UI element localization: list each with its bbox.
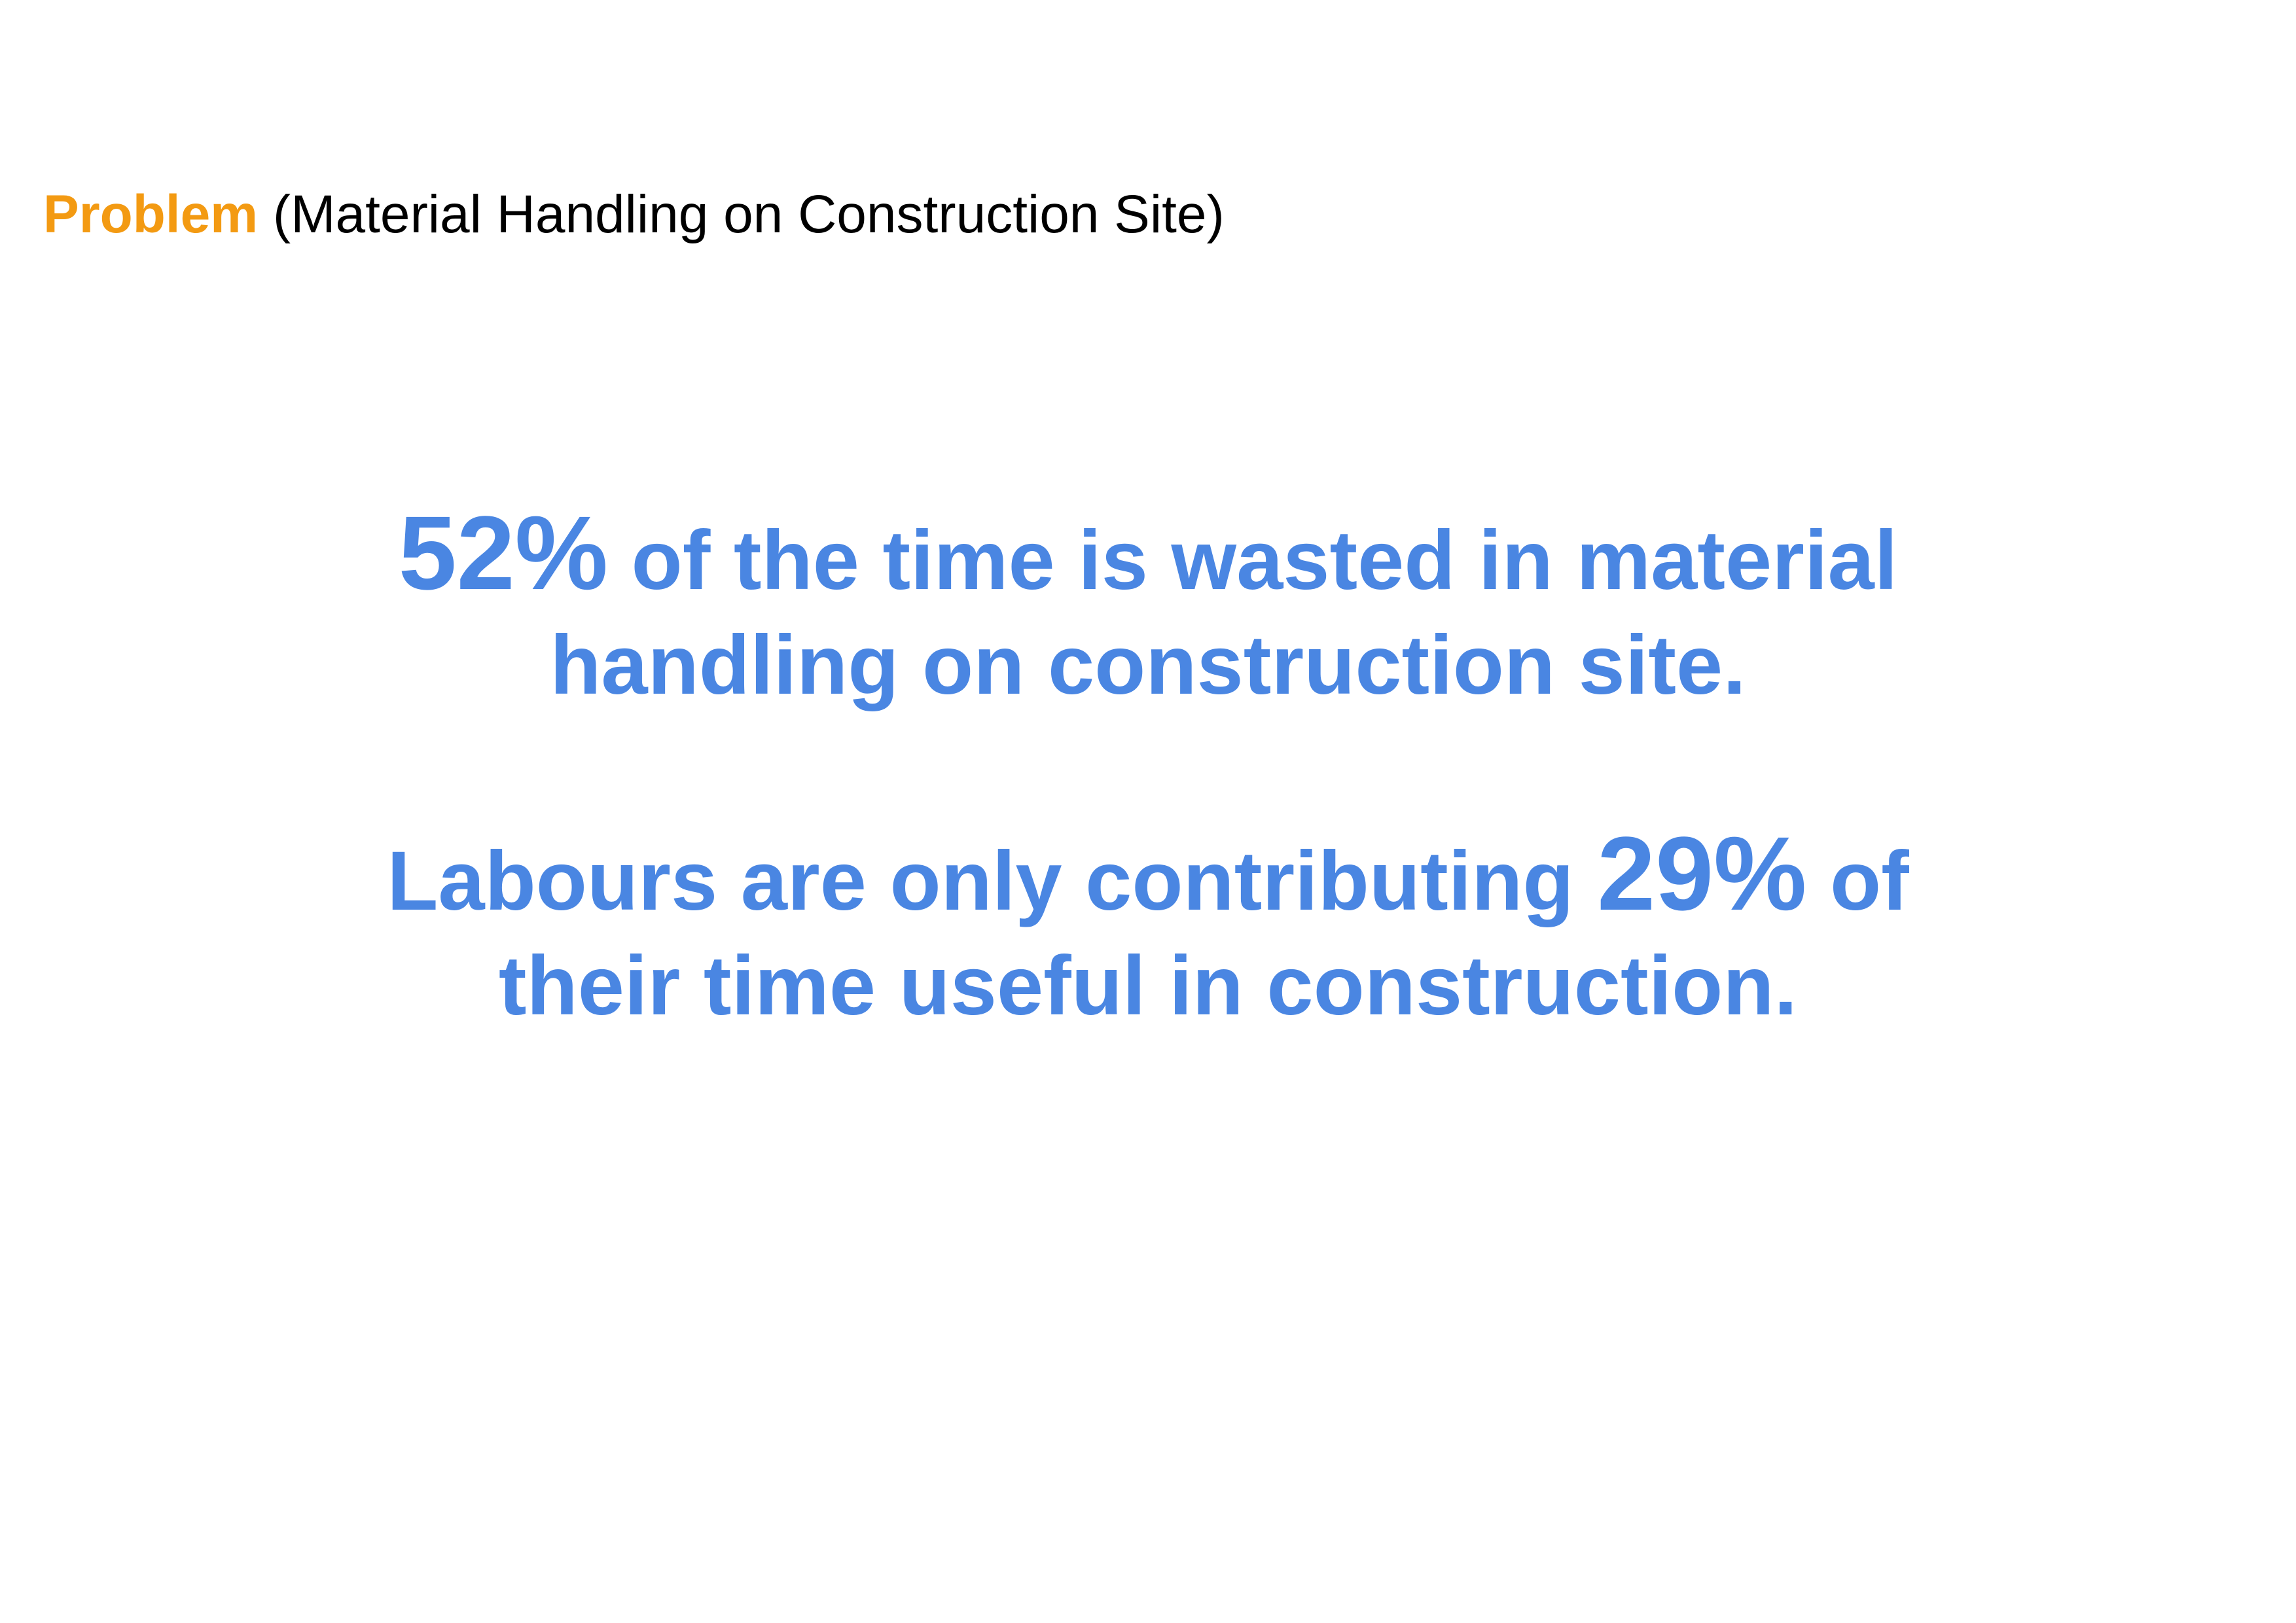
- statement-2-line-1-end: of: [1829, 834, 1909, 928]
- statement-time-wasted: 52% of the time is wasted in material ha…: [0, 501, 2296, 718]
- statement-labour-contribution: Labours are only contributing 29% of the…: [0, 821, 2296, 1039]
- statement-1-line-1-rest: of the time is wasted in material: [631, 514, 1898, 607]
- statement-1-line-1: 52% of the time is wasted in material: [0, 501, 2296, 613]
- statement-2-line-1: Labours are only contributing 29% of: [0, 821, 2296, 934]
- header-keyword: Problem: [43, 185, 259, 244]
- header-subtitle: (Material Handling on Construction Site): [272, 185, 1225, 244]
- statement-1-line-2: handling on construction site.: [550, 618, 1746, 712]
- slide-header: Problem (Material Handling on Constructi…: [43, 182, 1225, 247]
- statement-2-line-1-start: Labours are only contributing: [387, 834, 1574, 928]
- statement-1-highlight: 52%: [398, 494, 608, 611]
- statement-2-highlight: 29%: [1597, 815, 1807, 932]
- statement-2-line-2: their time useful in construction.: [498, 939, 1798, 1033]
